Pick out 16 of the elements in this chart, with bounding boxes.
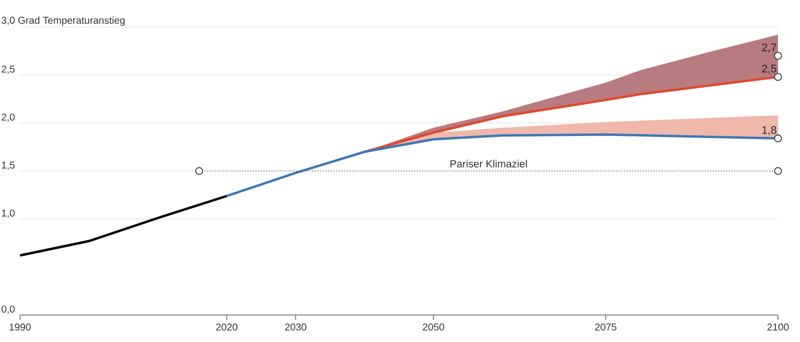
x-tick-label: 2020 [216, 324, 238, 331]
y-tick-label: 3,0 Grad Temperaturanstieg [2, 16, 125, 26]
data-label: 1,8 [762, 126, 776, 136]
x-tick-label: 2050 [422, 324, 444, 331]
data-label: 2,5 [762, 64, 776, 74]
y-tick-label: 2,0 [2, 114, 15, 122]
x-tick-label: 1990 [10, 324, 31, 331]
y-tick-label: 2,5 [2, 66, 15, 74]
y-tick-label: 1,5 [2, 162, 15, 170]
x-tick-label: 2030 [285, 324, 306, 331]
series-label: Pariser Klimaziel [450, 160, 527, 168]
y-tick-label: 0,0 [2, 306, 15, 314]
x-tick-label: 2100 [767, 324, 789, 331]
data-label: 2,7 [762, 44, 776, 53]
x-tick-label: 2075 [595, 324, 616, 331]
y-tick-label: 1,0 [2, 210, 15, 218]
